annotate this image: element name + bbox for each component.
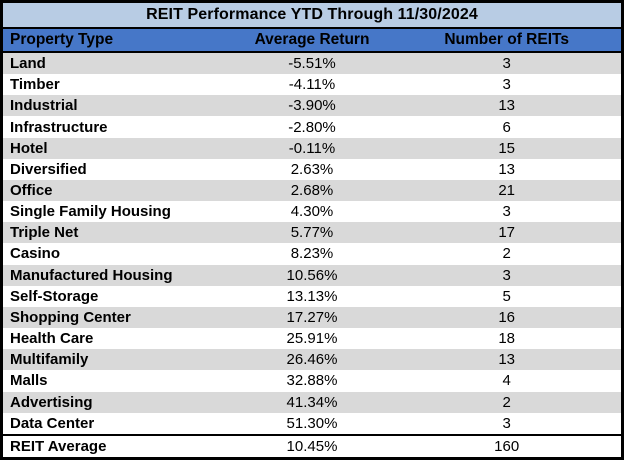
num-reits-cell: 21 <box>498 182 515 200</box>
property-type-cell: Diversified <box>10 160 87 178</box>
table-row: Shopping Center 17.27% 16 <box>3 306 621 329</box>
header-number-of-reits: Number of REITs <box>444 31 569 48</box>
table-row: Health Care 25.91% 18 <box>3 328 621 350</box>
property-type-cell: Shopping Center <box>10 308 131 326</box>
num-reits-cell: 6 <box>502 118 511 136</box>
table-row: Advertising 41.34% 2 <box>3 391 621 413</box>
num-reits-cell: 3 <box>502 76 511 94</box>
header-average-return: Average Return <box>254 31 370 48</box>
num-reits-cell: 15 <box>498 139 515 157</box>
average-return-cell: 26.46% <box>286 351 338 369</box>
property-type-cell: Land <box>10 55 46 73</box>
property-type-cell: Infrastructure <box>10 118 108 136</box>
average-return-cell: 2.68% <box>290 182 334 200</box>
average-return-cell: 2.63% <box>290 160 334 178</box>
property-type-cell: Health Care <box>10 330 94 348</box>
average-return-cell: 4.30% <box>290 203 334 221</box>
property-type-cell: Malls <box>10 372 48 390</box>
num-reits-cell: 2 <box>502 393 511 411</box>
table-row: Infrastructure -2.80% 6 <box>3 116 621 138</box>
table-row: Hotel -0.11% 15 <box>3 137 621 159</box>
table-row: Self-Storage 13.13% 5 <box>3 285 621 307</box>
num-reits-cell: 13 <box>498 351 515 369</box>
num-reits-cell: 3 <box>502 203 511 221</box>
average-return-cell: 25.91% <box>286 330 338 348</box>
num-reits-cell: 18 <box>498 330 515 348</box>
num-reits-cell: 13 <box>498 97 515 115</box>
table-row: Single Family Housing 4.30% 3 <box>3 201 621 223</box>
property-type-cell: Industrial <box>10 97 78 115</box>
average-return-cell: 5.77% <box>290 224 334 242</box>
table-row: Multifamily 26.46% 13 <box>3 349 621 371</box>
property-type-cell: Triple Net <box>10 224 79 242</box>
num-reits-cell: 16 <box>498 308 515 326</box>
property-type-cell: Hotel <box>10 139 48 157</box>
table-row: Malls 32.88% 4 <box>3 370 621 392</box>
num-reits-cell: 3 <box>502 266 511 284</box>
property-type-cell: Timber <box>10 76 60 94</box>
average-return-cell: -0.11% <box>288 139 336 157</box>
table-row: Data Center 51.30% 3 <box>3 412 621 434</box>
table-row: Manufactured Housing 10.56% 3 <box>3 264 621 286</box>
table-footer-row: REIT Average 10.45% 160 <box>3 433 621 457</box>
average-return-cell: 51.30% <box>286 414 338 432</box>
table-row: Office 2.68% 21 <box>3 179 621 202</box>
average-return-cell: -2.80% <box>288 118 336 136</box>
table-row: Triple Net 5.77% 17 <box>3 222 621 244</box>
average-return-cell: 8.23% <box>290 245 334 263</box>
average-return-cell: 41.34% <box>286 393 338 411</box>
header-property-type: Property Type <box>10 31 114 48</box>
average-return-cell: -4.11% <box>288 76 336 94</box>
num-reits-cell: 3 <box>502 414 511 432</box>
property-type-cell: Data Center <box>10 414 95 432</box>
footer-property-type-cell: REIT Average <box>10 437 107 455</box>
property-type-cell: Manufactured Housing <box>10 266 173 284</box>
num-reits-cell: 4 <box>502 372 511 390</box>
table-header-row: Property Type Average Return Number of R… <box>3 29 621 53</box>
table-row: Diversified 2.63% 13 <box>3 158 621 180</box>
footer-num-reits-cell: 160 <box>494 437 520 455</box>
property-type-cell: Self-Storage <box>10 287 99 305</box>
table-row: Industrial -3.90% 13 <box>3 95 621 117</box>
average-return-cell: -5.51% <box>288 55 336 73</box>
average-return-cell: 10.56% <box>286 266 338 284</box>
property-type-cell: Office <box>10 182 53 200</box>
table-title: REIT Performance YTD Through 11/30/2024 <box>3 3 621 29</box>
num-reits-cell: 13 <box>498 160 515 178</box>
table-row: Land -5.51% 3 <box>3 53 621 75</box>
footer-average-return-cell: 10.45% <box>286 437 338 455</box>
table-row: Timber -4.11% 3 <box>3 74 621 96</box>
average-return-cell: -3.90% <box>288 97 336 115</box>
average-return-cell: 13.13% <box>286 287 338 305</box>
num-reits-cell: 3 <box>502 55 511 73</box>
property-type-cell: Single Family Housing <box>10 203 171 221</box>
num-reits-cell: 17 <box>498 224 515 242</box>
property-type-cell: Multifamily <box>10 351 89 369</box>
num-reits-cell: 5 <box>502 287 511 305</box>
average-return-cell: 32.88% <box>286 372 338 390</box>
table-row: Casino 8.23% 2 <box>3 243 621 265</box>
property-type-cell: Advertising <box>10 393 93 411</box>
num-reits-cell: 2 <box>502 245 511 263</box>
table-body: Land -5.51% 3 Timber -4.11% 3 Industrial -3.90%… <box>3 53 621 434</box>
average-return-cell: 17.27% <box>286 308 338 326</box>
property-type-cell: Casino <box>10 245 61 263</box>
